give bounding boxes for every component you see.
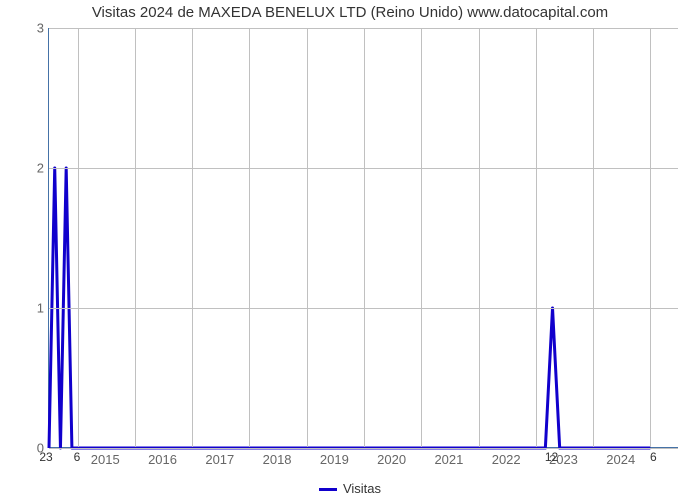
plot-area bbox=[48, 28, 678, 448]
legend: Visitas bbox=[0, 481, 700, 496]
gridline-v bbox=[249, 28, 250, 447]
x-tick-label: 2020 bbox=[377, 452, 406, 467]
legend-label: Visitas bbox=[343, 481, 381, 496]
x-tick-label: 2018 bbox=[263, 452, 292, 467]
gridline-v bbox=[421, 28, 422, 447]
x-tick-label: 2021 bbox=[434, 452, 463, 467]
x-tick-label: 2022 bbox=[492, 452, 521, 467]
data-point-label: 6 bbox=[74, 450, 81, 464]
gridline-v bbox=[536, 28, 537, 447]
y-tick-label: 2 bbox=[4, 161, 44, 176]
y-tick-label: 1 bbox=[4, 301, 44, 316]
data-point-label: 23 bbox=[39, 450, 52, 464]
gridline-v bbox=[364, 28, 365, 447]
chart-title: Visitas 2024 de MAXEDA BENELUX LTD (Rein… bbox=[0, 4, 700, 21]
x-tick-label: 2019 bbox=[320, 452, 349, 467]
gridline-v bbox=[650, 28, 651, 447]
gridline-v bbox=[593, 28, 594, 447]
gridline-h bbox=[49, 448, 678, 449]
gridline-v bbox=[135, 28, 136, 447]
x-tick-label: 2015 bbox=[91, 452, 120, 467]
y-tick-label: 3 bbox=[4, 21, 44, 36]
gridline-v bbox=[78, 28, 79, 447]
x-tick-label: 2017 bbox=[205, 452, 234, 467]
y-tick-label: 0 bbox=[4, 441, 44, 456]
gridline-v bbox=[307, 28, 308, 447]
chart-container: Visitas 2024 de MAXEDA BENELUX LTD (Rein… bbox=[0, 0, 700, 500]
legend-swatch bbox=[319, 488, 337, 491]
gridline-v bbox=[479, 28, 480, 447]
gridline-v bbox=[192, 28, 193, 447]
data-point-label: 6 bbox=[650, 450, 657, 464]
x-tick-label: 2024 bbox=[606, 452, 635, 467]
data-point-label: 12 bbox=[545, 450, 558, 464]
x-tick-label: 2016 bbox=[148, 452, 177, 467]
